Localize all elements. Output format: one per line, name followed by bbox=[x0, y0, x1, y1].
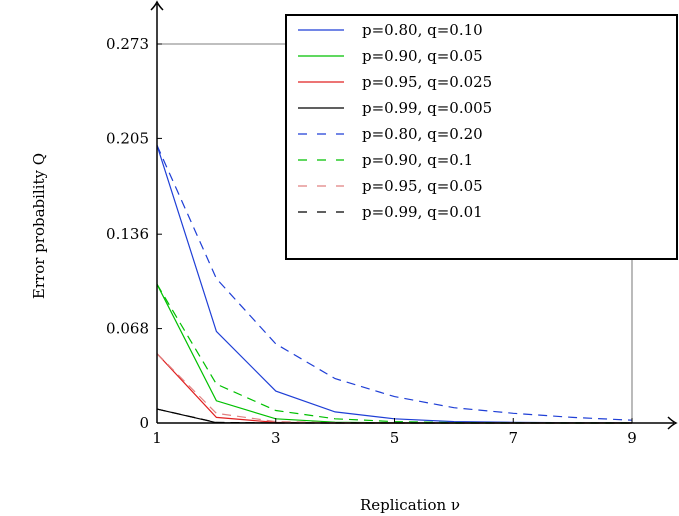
legend-label-7: p=0.95, q=0.05 bbox=[362, 177, 483, 195]
series-line-7 bbox=[156, 353, 632, 424]
legend-label-8: p=0.99, q=0.01 bbox=[362, 203, 483, 221]
legend-label-2: p=0.90, q=0.05 bbox=[362, 47, 483, 65]
legend-label-5: p=0.80, q=0.20 bbox=[362, 125, 483, 143]
x-tick-label-5: 9 bbox=[627, 429, 637, 447]
legend-label-3: p=0.95, q=0.025 bbox=[362, 73, 492, 91]
y-tick-label-3: 0.136 bbox=[106, 225, 149, 243]
x-tick-label-4: 7 bbox=[508, 429, 518, 447]
x-tick-label-1: 1 bbox=[152, 429, 162, 447]
series-line-6 bbox=[156, 283, 632, 424]
legend-box bbox=[285, 14, 678, 260]
y-tick-label-4: 0.205 bbox=[106, 129, 149, 147]
legend-label-6: p=0.90, q=0.1 bbox=[362, 151, 473, 169]
series-line-2 bbox=[156, 283, 632, 424]
x-axis-title: Replication ν bbox=[360, 496, 460, 514]
y-axis-arrow bbox=[150, 0, 164, 11]
legend: p=0.80, q=0.10 p=0.90, q=0.05 p=0.95, q=0.… bbox=[285, 14, 678, 260]
series-line-5 bbox=[156, 145, 633, 421]
legend-label-1: p=0.80, q=0.10 bbox=[362, 21, 483, 39]
ticks-layer: 1 3 5 7 9 0 0.068 0.136 0.205 0.273 bbox=[106, 35, 637, 447]
y-tick-label-5: 0.273 bbox=[106, 35, 149, 53]
x-axis-arrow bbox=[667, 416, 678, 430]
y-tick-label-1: 0 bbox=[139, 414, 149, 432]
axes-layer bbox=[150, 0, 678, 430]
x-tick-label-2: 3 bbox=[271, 429, 281, 447]
y-axis-title: Error probability Q bbox=[30, 153, 48, 299]
x-tick-label-3: 5 bbox=[390, 429, 400, 447]
y-tick-label-2: 0.068 bbox=[106, 320, 149, 338]
series-line-3 bbox=[156, 353, 632, 424]
legend-label-4: p=0.99, q=0.005 bbox=[362, 99, 492, 117]
